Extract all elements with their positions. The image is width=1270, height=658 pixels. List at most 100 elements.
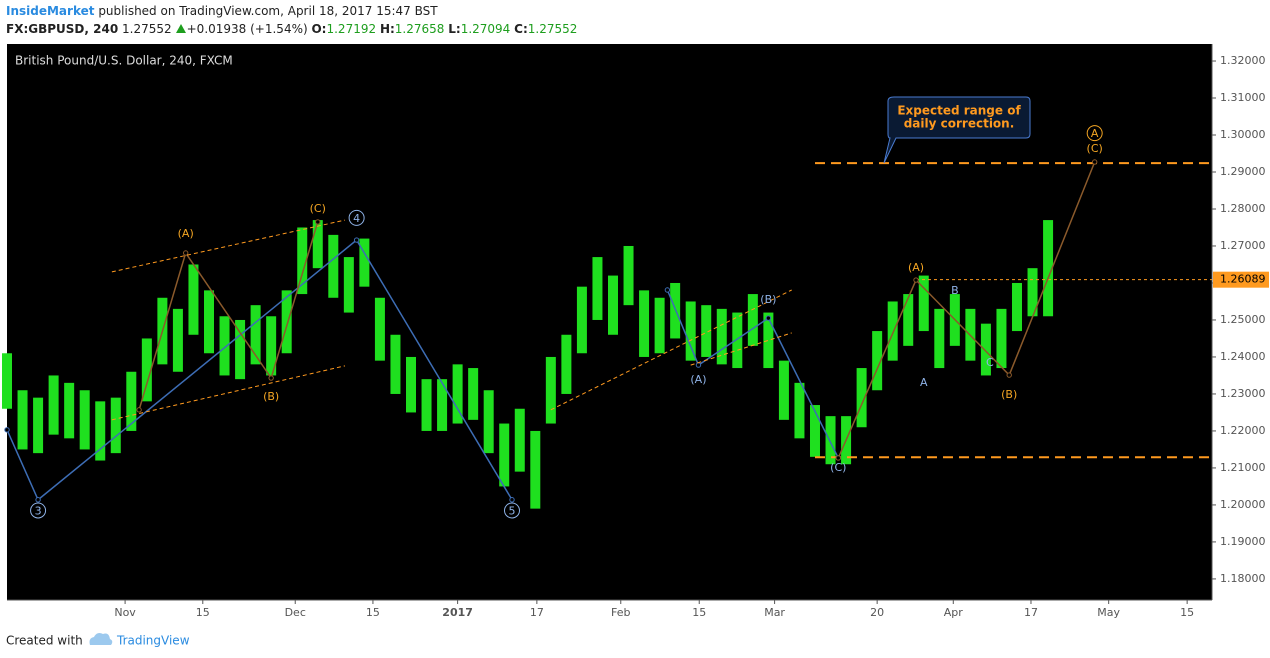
price-bar	[887, 301, 898, 361]
wave-point	[35, 497, 41, 503]
brand[interactable]: TradingView	[116, 634, 190, 648]
wave-label: 5	[508, 504, 515, 517]
price-bar	[110, 397, 121, 454]
price-bar	[405, 356, 416, 413]
price-bar	[872, 331, 883, 391]
wave-point	[4, 427, 10, 433]
y-tick-label: 1.29000	[1220, 165, 1266, 178]
price-bar	[654, 297, 665, 354]
wave-label: 4	[353, 212, 360, 225]
footer-text: Created with	[6, 634, 83, 648]
wave-label: 3	[35, 504, 42, 517]
wave-line	[666, 289, 839, 459]
ohlc-value: 1.27552	[527, 22, 578, 36]
price-bar	[685, 301, 696, 361]
price-bar	[2, 353, 12, 409]
price-bar	[266, 316, 277, 376]
quote-line: FX:GBPUSD, 240 1.27552 +0.01938 (+1.54%) …	[6, 20, 577, 38]
symbol: FX:GBPUSD, 240	[6, 22, 119, 36]
wave-point	[664, 287, 671, 293]
price-bar	[281, 290, 292, 354]
up-arrow	[175, 24, 186, 33]
wave-label: A	[920, 376, 928, 389]
wave-point	[182, 250, 189, 256]
wave-label-ring	[503, 502, 520, 519]
brand-logo	[89, 633, 113, 645]
price-bar	[312, 220, 323, 269]
price-bar	[732, 312, 743, 369]
price-bar	[437, 379, 448, 431]
ohlc-label: H:	[379, 22, 395, 36]
x-tick-label: Dec	[285, 606, 306, 619]
x-tick-label: 15	[196, 606, 210, 619]
chart-title: British Pound/U.S. Dollar, 240, FXCM	[15, 54, 233, 68]
y-tick-label: 1.28000	[1220, 202, 1266, 215]
y-tick-label: 1.21000	[1220, 461, 1266, 474]
wave-label: (C)	[830, 461, 846, 474]
price-bar	[778, 360, 789, 420]
price-bar	[468, 368, 479, 420]
price-bar	[343, 257, 354, 313]
price-bar	[545, 356, 556, 424]
y-tick-label: 1.18000	[1220, 572, 1266, 585]
footer: Created with TradingView	[6, 633, 190, 648]
price-bar	[918, 275, 929, 332]
y-tick-label: 1.30000	[1220, 128, 1266, 141]
y-tick-label: 1.19000	[1220, 535, 1266, 548]
x-tick-label: Apr	[944, 606, 964, 619]
x-tick-label: Mar	[764, 606, 785, 619]
price-bar	[421, 379, 432, 431]
callout-text: daily correction.	[904, 117, 1015, 131]
price-bar	[607, 275, 618, 335]
wave-point	[765, 315, 772, 321]
price-bar	[514, 408, 525, 472]
wave-line	[111, 365, 346, 421]
wave-point	[136, 407, 142, 413]
wave-point	[509, 497, 515, 503]
header: InsideMarket published on TradingView.co…	[6, 2, 577, 38]
price-tag-label: 1.26089	[1220, 273, 1266, 286]
price-bar	[79, 390, 90, 450]
y-tick-label: 1.27000	[1220, 239, 1266, 252]
wave-point	[1091, 159, 1098, 165]
price-bar	[763, 312, 774, 369]
callout: Expected range of daily correction.	[883, 96, 1031, 164]
wave-point	[315, 219, 321, 225]
wave-line	[6, 238, 513, 501]
wave-label: (A)	[690, 373, 706, 386]
ohlc-label: O:	[311, 22, 327, 36]
wave-point	[353, 237, 360, 243]
wave-label: B	[951, 284, 959, 297]
ohlc-label: C:	[514, 22, 528, 36]
wave-point	[1006, 372, 1012, 378]
x-tick-label: 17	[1024, 606, 1038, 619]
wave-label-ring	[30, 502, 47, 519]
wave-label: A	[1091, 127, 1099, 140]
wave-line	[550, 289, 792, 411]
x-tick-label: 15	[1180, 606, 1194, 619]
x-tick-label: 17	[530, 606, 544, 619]
price-bar	[483, 390, 494, 454]
author[interactable]: InsideMarket	[6, 4, 95, 18]
price-bar	[390, 334, 401, 394]
price-bar	[530, 430, 541, 509]
price-bar	[141, 338, 152, 402]
change: +0.01938 (+1.54%)	[186, 22, 308, 36]
price-bar	[48, 375, 59, 435]
price-bar	[747, 294, 758, 346]
callout-text: Expected range of	[897, 104, 1021, 118]
price-bar	[188, 264, 199, 335]
price-bar	[374, 297, 385, 361]
wave-label: (B)	[760, 293, 776, 306]
wave-label: (B)	[263, 390, 279, 403]
price-bar	[95, 401, 106, 461]
price-bar	[17, 390, 28, 450]
x-tick-label: 15	[366, 606, 380, 619]
y-tick-label: 1.31000	[1220, 91, 1266, 104]
price-bar	[235, 319, 246, 380]
publish-line: InsideMarket published on TradingView.co…	[6, 2, 577, 20]
price-tag	[1213, 271, 1269, 288]
price-bar	[452, 364, 463, 424]
